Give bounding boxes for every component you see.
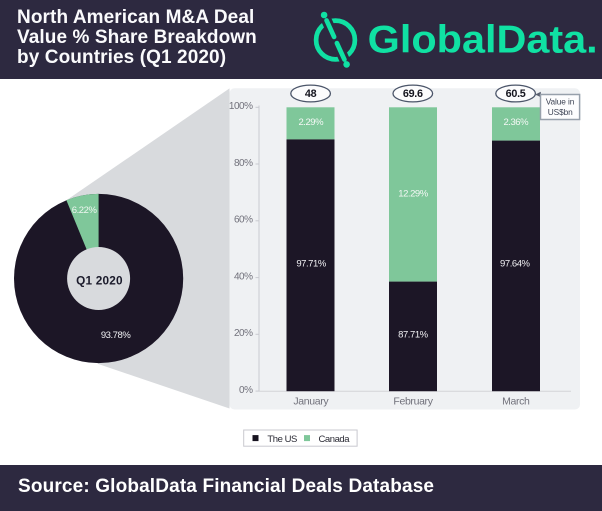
svg-text:100%: 100% [229,101,253,112]
svg-text:Value in: Value in [546,97,575,107]
svg-text:40%: 40% [234,272,253,283]
svg-text:Canada: Canada [319,434,351,445]
svg-text:0%: 0% [239,385,253,396]
svg-text:Q1 2020: Q1 2020 [76,274,123,288]
svg-text:US$bn: US$bn [548,107,573,117]
svg-text:GlobalData.: GlobalData. [368,19,598,62]
svg-text:6.22%: 6.22% [72,205,98,216]
svg-text:January: January [293,395,329,407]
svg-text:97.71%: 97.71% [296,259,327,270]
svg-text:The US: The US [267,434,297,445]
svg-text:97.64%: 97.64% [500,259,531,270]
svg-text:80%: 80% [234,158,253,169]
svg-text:2.36%: 2.36% [503,117,529,128]
svg-text:69.6: 69.6 [403,88,423,100]
svg-text:60%: 60% [234,215,253,226]
svg-text:48: 48 [305,88,317,100]
svg-text:60.5: 60.5 [506,88,526,100]
svg-text:87.71%: 87.71% [398,330,429,341]
svg-text:March: March [502,395,530,407]
svg-text:93.78%: 93.78% [101,330,132,341]
svg-text:20%: 20% [234,328,253,339]
svg-text:2.29%: 2.29% [298,117,324,128]
svg-text:12.29%: 12.29% [398,188,429,199]
svg-text:February: February [393,395,433,407]
